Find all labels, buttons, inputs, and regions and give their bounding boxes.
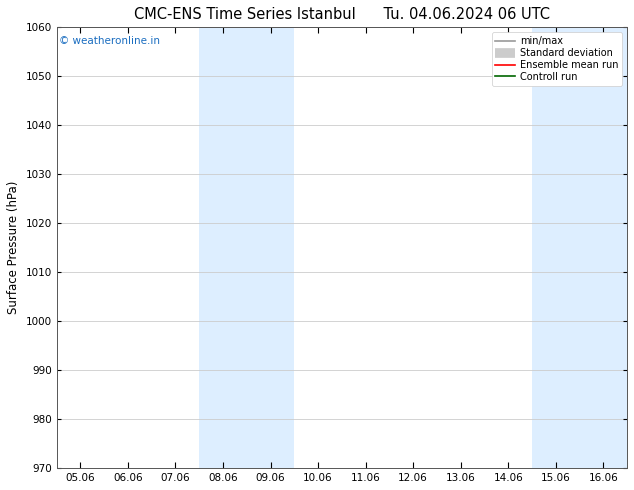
Legend: min/max, Standard deviation, Ensemble mean run, Controll run: min/max, Standard deviation, Ensemble me… [491, 32, 622, 86]
Bar [199, 27, 294, 468]
Title: CMC-ENS Time Series Istanbul      Tu. 04.06.2024 06 UTC: CMC-ENS Time Series Istanbul Tu. 04.06.2… [134, 7, 550, 22]
Text: © weatheronline.in: © weatheronline.in [60, 36, 160, 46]
Bar [532, 27, 627, 468]
Y-axis label: Surface Pressure (hPa): Surface Pressure (hPa) [7, 181, 20, 315]
